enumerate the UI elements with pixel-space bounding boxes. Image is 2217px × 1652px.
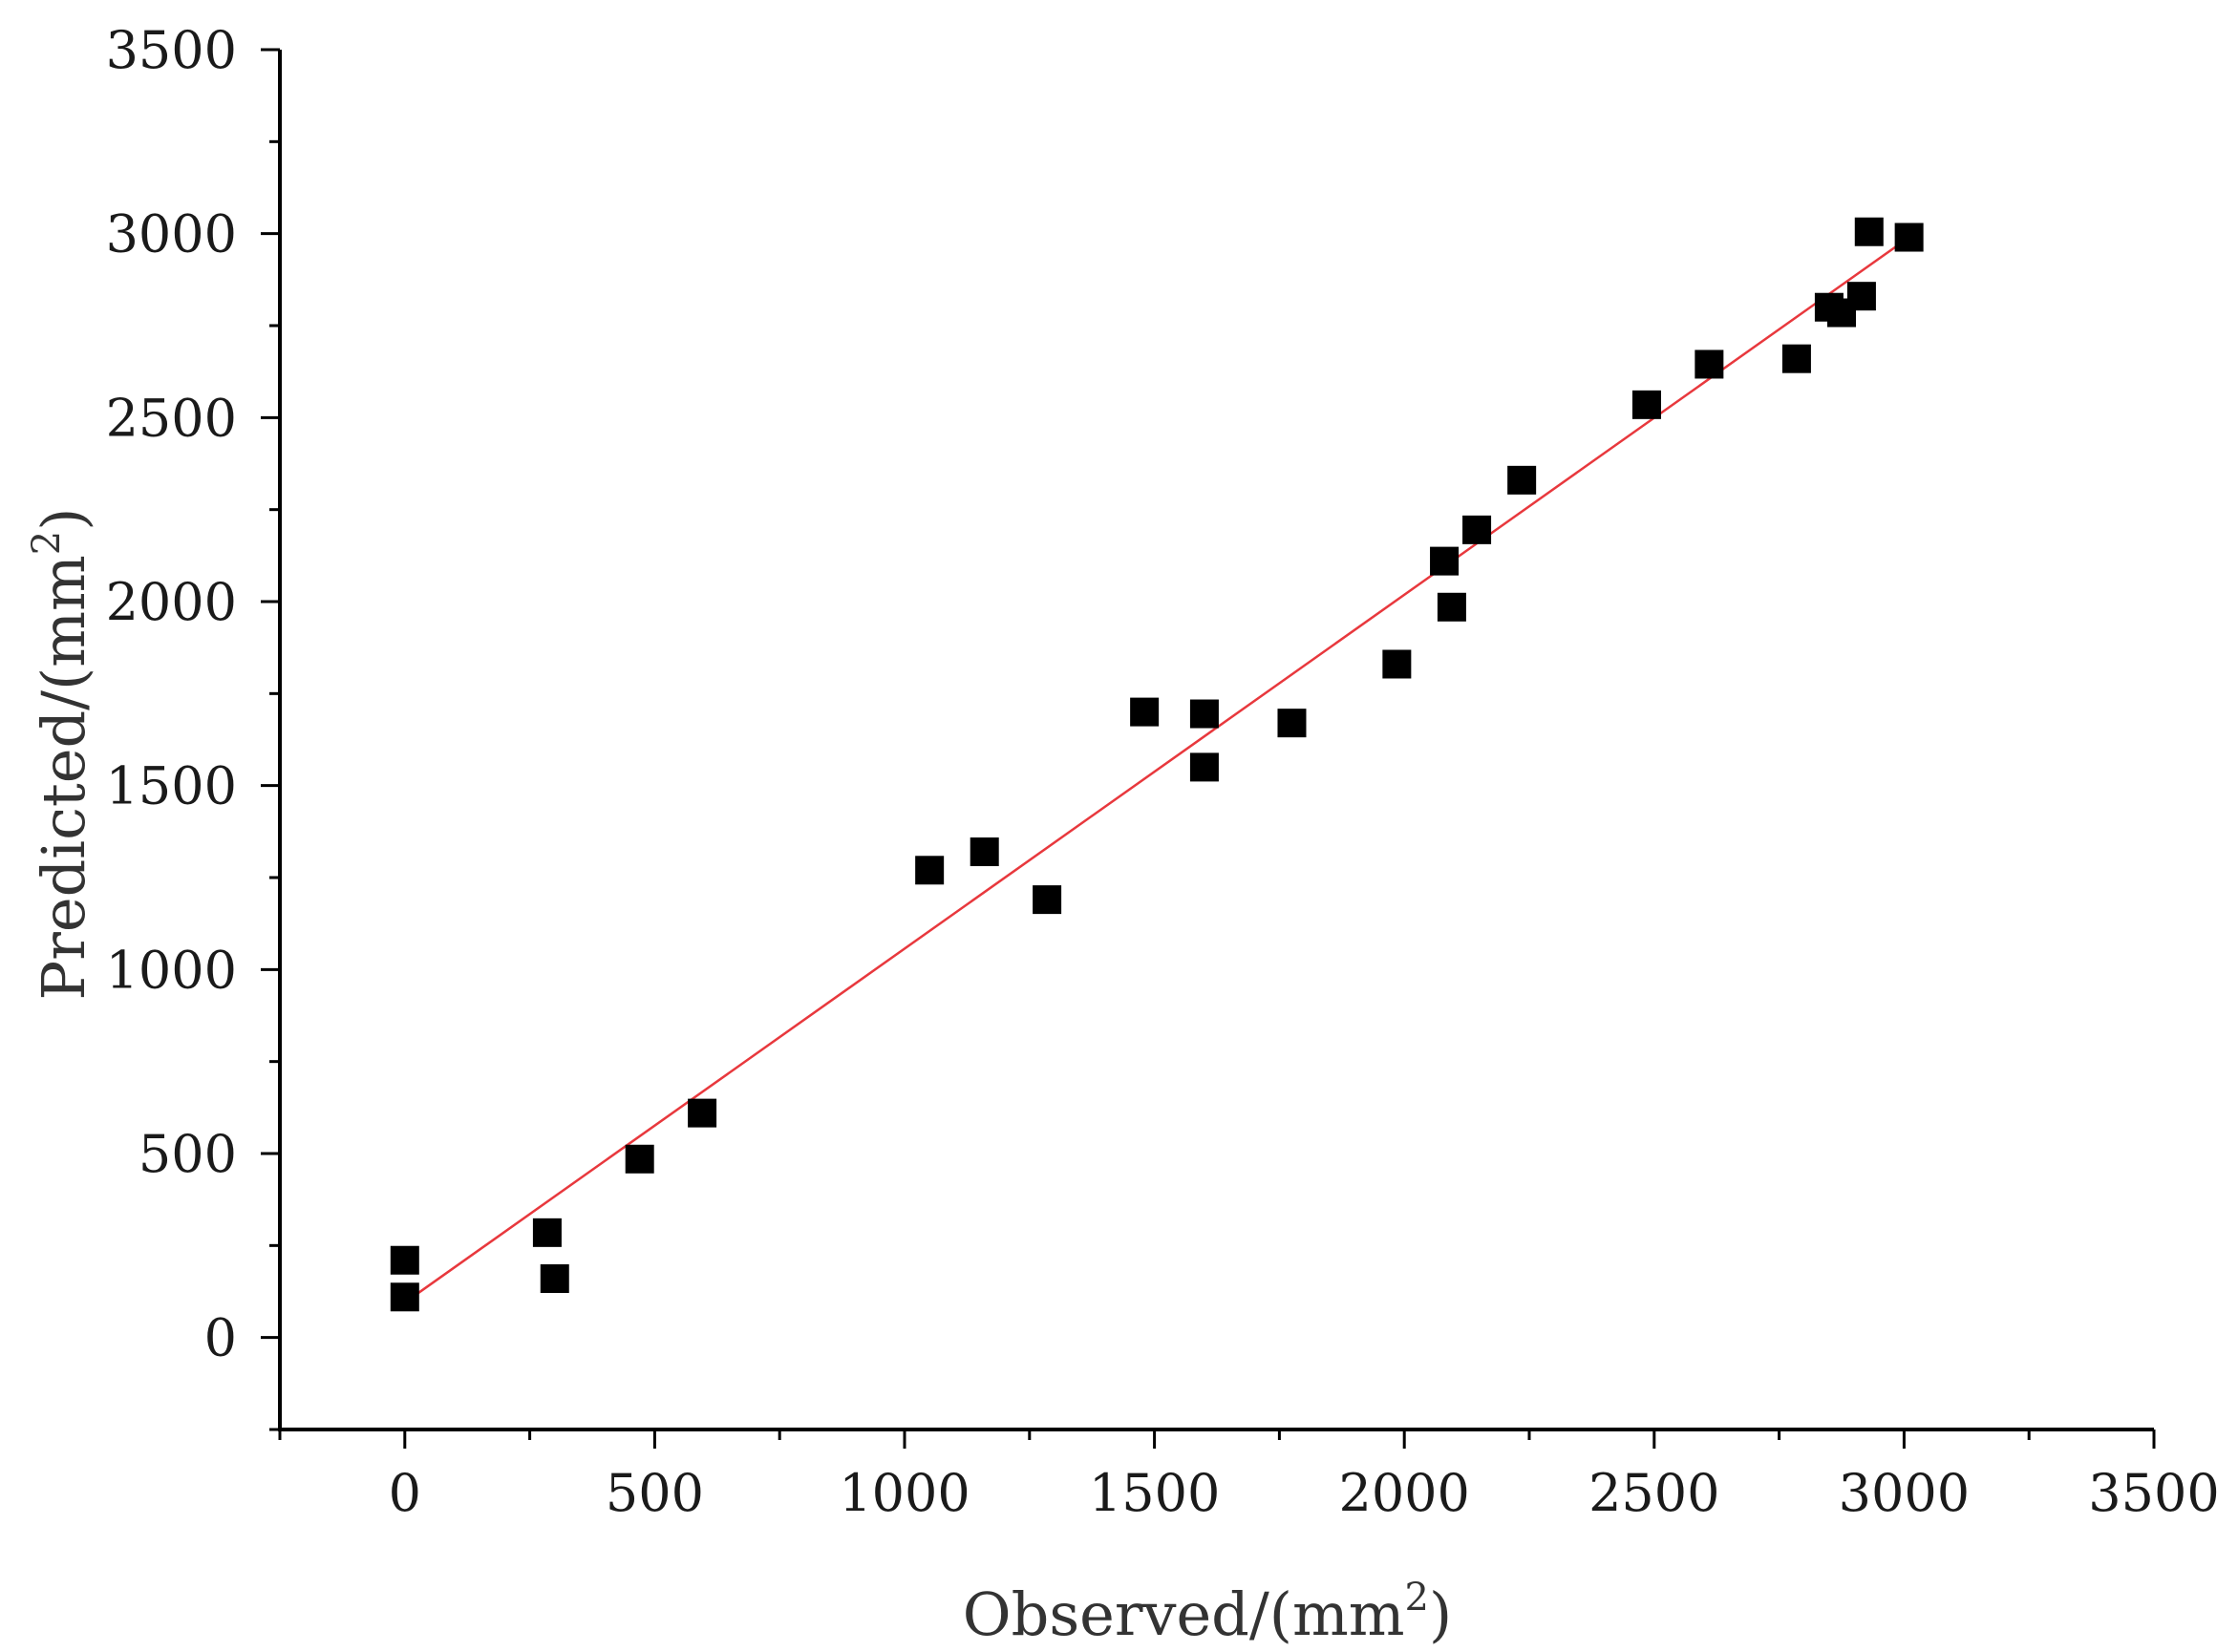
data-point (1781, 344, 1811, 373)
data-point (970, 837, 999, 867)
data-point (540, 1264, 569, 1294)
x-axis-title: Observed/(mm2) (963, 1576, 1452, 1649)
data-point (390, 1245, 419, 1275)
data-point (1854, 217, 1884, 246)
data-point (625, 1144, 654, 1174)
y-axis-title: Predicted/(mm2) (25, 508, 98, 1001)
axes (278, 50, 2154, 1431)
data-point (1430, 546, 1460, 576)
x-axis-title-text: Observed/(mm (963, 1579, 1405, 1649)
y-axis-title-superscript: 2 (25, 531, 69, 555)
y-tick-label: 1500 (106, 756, 237, 816)
x-tick-label: 500 (606, 1463, 704, 1523)
data-point (1130, 697, 1160, 727)
y-tick-label: 3000 (106, 204, 237, 265)
data-point (1033, 885, 1062, 915)
data-point (915, 856, 945, 885)
data-point (1894, 222, 1924, 252)
tick-labels: 0 500 1000 1500 2000 2500 3000 3500 0 500 1000 1500… (106, 20, 2217, 1523)
data-point (1507, 465, 1537, 495)
y-tick-label: 3500 (106, 20, 237, 80)
x-tick-label: 2500 (1588, 1463, 1719, 1523)
y-tick-label: 2000 (106, 572, 237, 632)
data-point (1631, 390, 1661, 419)
data-point (1462, 515, 1492, 544)
x-axis-title-close: ) (1429, 1579, 1452, 1649)
data-point (1277, 709, 1307, 738)
data-point (1189, 752, 1219, 782)
y-tick-label: 2500 (106, 388, 237, 448)
data-point (390, 1282, 419, 1312)
y-tick-label: 1000 (106, 940, 237, 1000)
x-tick-label: 1500 (1089, 1463, 1220, 1523)
data-points (390, 217, 1924, 1312)
data-point (1189, 699, 1219, 729)
x-tick-label: 2000 (1338, 1463, 1469, 1523)
y-tick-label: 0 (204, 1308, 237, 1368)
x-tick-label: 0 (389, 1463, 421, 1523)
data-point (532, 1218, 562, 1247)
x-tick-label: 3000 (1839, 1463, 1970, 1523)
y-axis-title-close: ) (29, 508, 98, 531)
y-axis-title-text: Predicted/(mm (29, 555, 98, 1000)
x-tick-label: 3500 (2088, 1463, 2217, 1523)
tick-marks (261, 48, 2156, 1449)
x-tick-label: 1000 (839, 1463, 970, 1523)
data-point (1695, 349, 1724, 379)
fit-line (404, 236, 1910, 1304)
y-tick-label: 500 (139, 1124, 237, 1184)
data-point (1846, 282, 1876, 311)
fit-line-group (404, 236, 1910, 1304)
data-point (1437, 592, 1466, 622)
x-axis-title-superscript: 2 (1405, 1576, 1429, 1620)
data-point (688, 1098, 717, 1128)
data-point (1382, 649, 1412, 679)
